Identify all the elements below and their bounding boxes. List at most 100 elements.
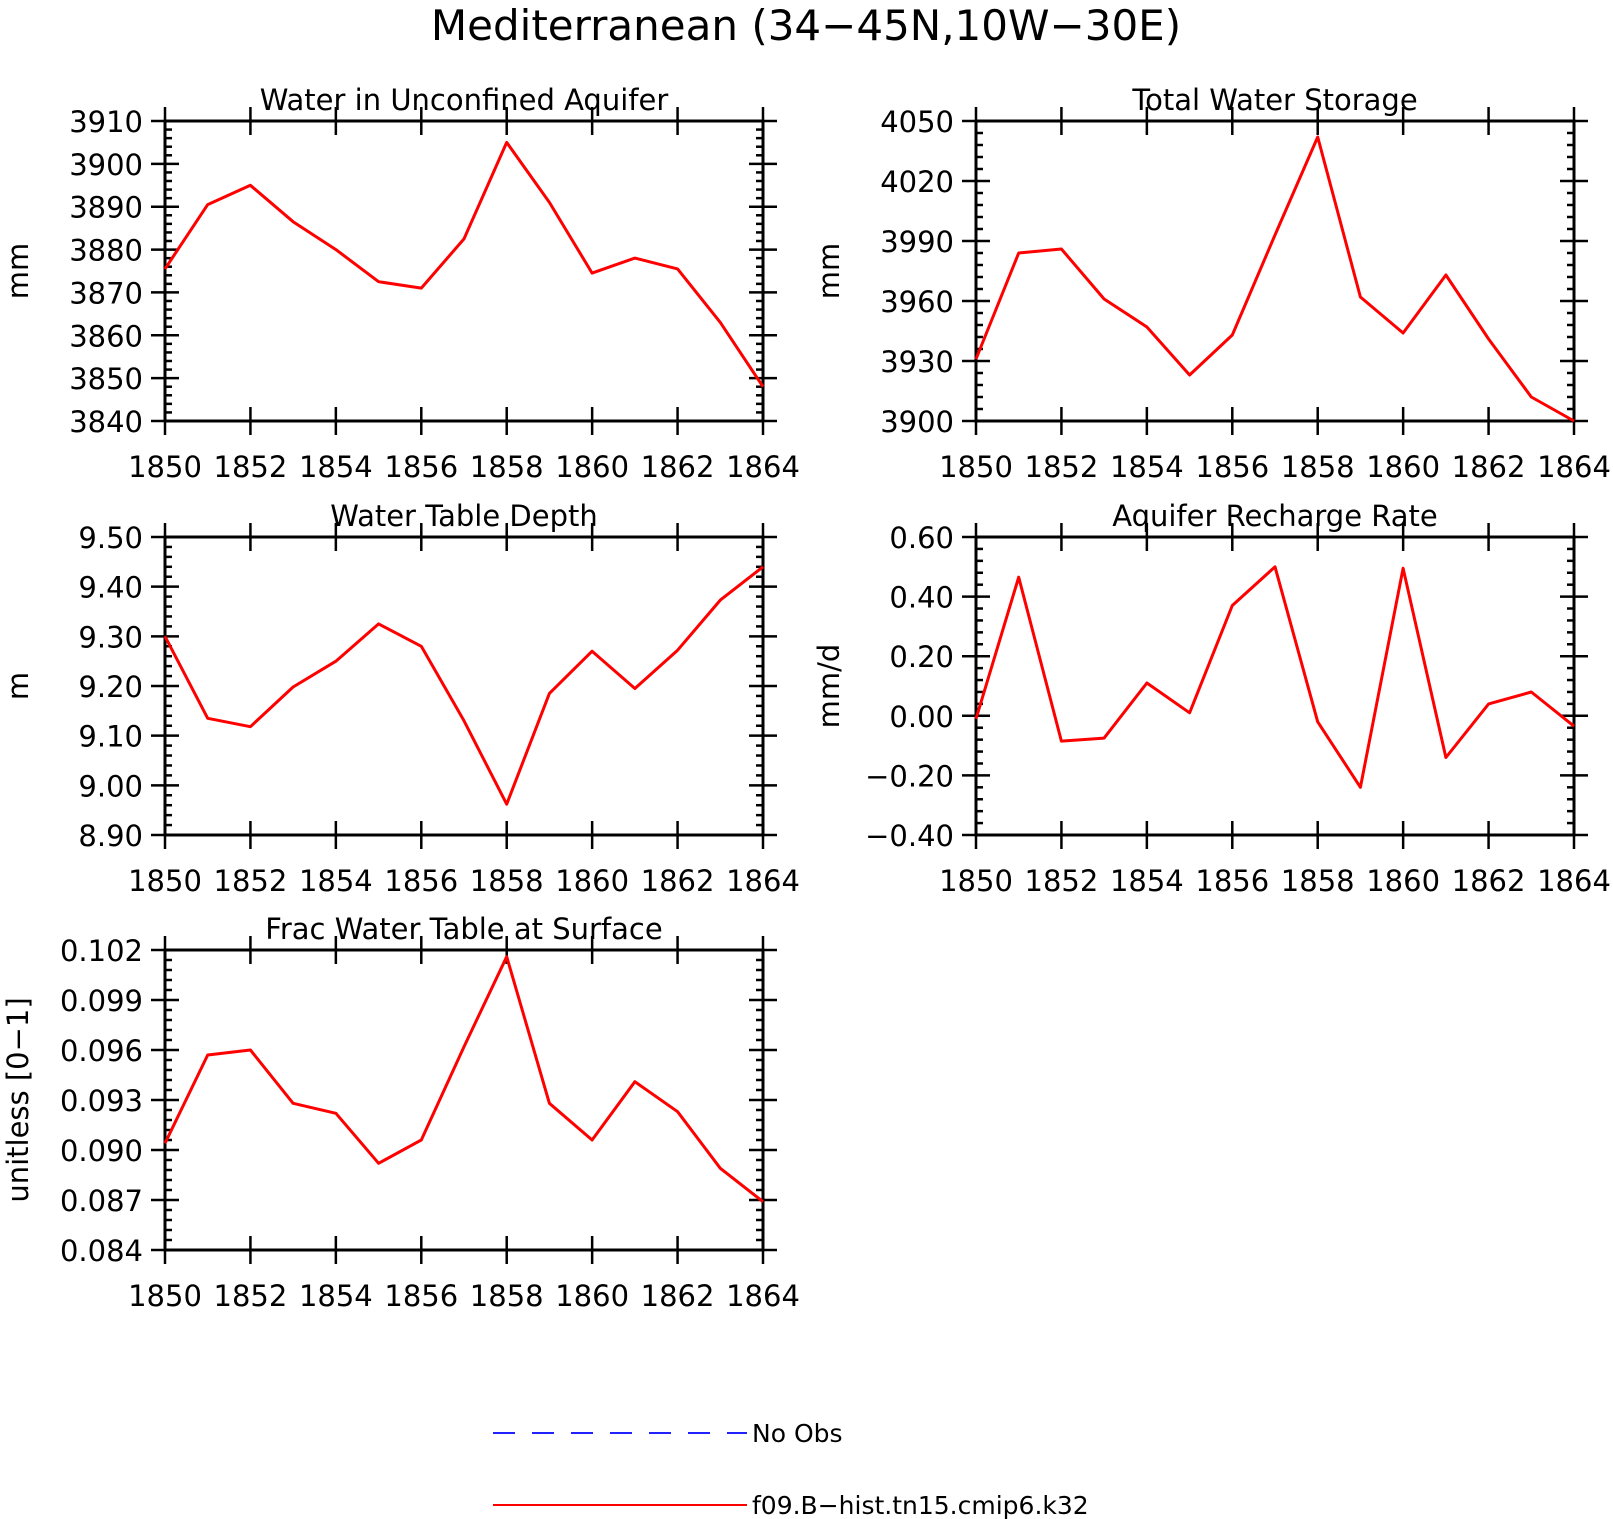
x-tick-label: 1858 [470,450,544,484]
series-line [974,565,1575,789]
y-axis-label: m [1,672,35,700]
plot-frame [163,535,765,837]
y-tick-label: 3890 [69,191,143,225]
y-tick-label: 3840 [69,405,143,439]
y-axis-label: unitless [0−1] [1,997,35,1202]
x-tick-label: 1854 [1110,450,1184,484]
y-tick-label: 0.00 [889,700,954,734]
x-tick-label: 1864 [1537,450,1611,484]
x-tick-label: 1864 [726,1279,800,1313]
x-tick-label: 1858 [470,1279,544,1313]
legend-label: No Obs [752,1419,843,1448]
chart-panel: Aquifer Recharge Rate −0.40 −0.20 0.00 0.20 0… [812,499,1611,898]
series-line [163,140,765,388]
y-tick-label: 9.40 [78,571,143,605]
x-tick-label: 1854 [299,1279,373,1313]
y-tick-label: 0.20 [889,640,954,674]
y-tick-label: −0.40 [865,819,954,853]
y-tick-label: 0.084 [60,1234,143,1268]
y-tick-label: 3870 [69,276,143,310]
x-tick-label: 1852 [214,450,288,484]
y-tick-label: 3900 [69,148,143,182]
y-tick-label: 0.102 [60,934,143,968]
x-tick-label: 1860 [555,1279,629,1313]
series-line [974,135,1575,423]
y-tick-label: 0.099 [60,984,143,1018]
chart-panels: Water in Unconfined Aquifer 3840 3850 3860 3… [1,83,1611,1313]
x-tick-label: 1856 [384,1279,458,1313]
plot-frame [163,119,765,423]
y-tick-label: 3960 [880,285,954,319]
panel-title: Aquifer Recharge Rate [1112,499,1438,533]
legend-entry: f09.B−hist.tn15.cmip6.k32 [493,1491,1089,1519]
plot-frame [974,535,1576,837]
plot-frame [974,119,1576,423]
y-tick-label: 0.096 [60,1034,143,1068]
panel-title: Frac Water Table at Surface [265,912,662,946]
y-tick-label: 0.40 [889,581,954,615]
y-tick-label: 0.087 [60,1184,143,1218]
y-tick-label: 9.00 [78,769,143,803]
series-line [163,565,764,806]
series-line [163,955,764,1203]
y-tick-label: 9.30 [78,620,143,654]
x-tick-label: 1860 [555,450,629,484]
chart-panel: Water in Unconfined Aquifer 3840 3850 3860 3… [1,83,800,484]
y-tick-label: 3930 [880,345,954,379]
y-axis-label: mm [812,243,846,300]
x-tick-label: 1862 [641,864,715,898]
x-tick-label: 1850 [128,864,202,898]
y-tick-label: 9.10 [78,720,143,754]
x-tick-label: 1854 [1110,864,1184,898]
x-tick-label: 1858 [1281,450,1355,484]
y-tick-label: 0.60 [889,521,954,555]
y-axis-label: mm [1,243,35,300]
x-tick-label: 1862 [641,450,715,484]
y-tick-label: 9.50 [78,521,143,555]
x-tick-label: 1850 [939,450,1013,484]
x-tick-label: 1862 [1452,450,1526,484]
x-tick-label: 1856 [384,864,458,898]
x-tick-label: 1852 [214,864,288,898]
x-tick-label: 1856 [1195,450,1269,484]
x-tick-label: 1850 [939,864,1013,898]
panel-title: Total Water Storage [1131,83,1417,117]
y-tick-label: 0.093 [60,1084,143,1118]
x-tick-label: 1862 [1452,864,1526,898]
y-tick-label: 3910 [69,105,143,139]
x-tick-label: 1864 [726,450,800,484]
x-tick-label: 1864 [726,864,800,898]
x-tick-label: 1860 [1366,864,1440,898]
legend: No Obs f09.B−hist.tn15.cmip6.k32 [493,1419,1089,1519]
legend-label: f09.B−hist.tn15.cmip6.k32 [752,1491,1089,1519]
x-tick-label: 1864 [1537,864,1611,898]
chart-panel: Water Table Depth 8.90 9.00 9.10 9.20 9.30 9.4… [1,499,800,898]
y-tick-label: 3880 [69,234,143,268]
x-tick-label: 1854 [299,450,373,484]
x-tick-label: 1856 [1195,864,1269,898]
plot-frame [163,948,765,1252]
x-tick-label: 1850 [128,1279,202,1313]
panel-title: Water in Unconfined Aquifer [260,83,669,117]
x-tick-label: 1850 [128,450,202,484]
panel-title: Water Table Depth [330,499,598,533]
x-tick-label: 1856 [384,450,458,484]
legend-entry: No Obs [493,1419,843,1448]
x-tick-label: 1860 [555,864,629,898]
y-tick-label: 3850 [69,362,143,396]
x-tick-label: 1860 [1366,450,1440,484]
x-tick-label: 1858 [1281,864,1355,898]
y-tick-label: 4050 [880,105,954,139]
y-tick-label: 8.90 [78,819,143,853]
x-tick-label: 1854 [299,864,373,898]
y-tick-label: −0.20 [865,759,954,793]
y-tick-label: 3860 [69,319,143,353]
chart-panel: Total Water Storage 3900 3930 3960 3990 4020 4… [812,83,1611,484]
chart-panel: Frac Water Table at Surface 0.084 0.087 0.0… [1,912,800,1313]
x-tick-label: 1852 [214,1279,288,1313]
y-axis-label: mm/d [812,644,846,729]
y-tick-label: 0.090 [60,1134,143,1168]
x-tick-label: 1862 [641,1279,715,1313]
x-tick-label: 1852 [1025,864,1099,898]
